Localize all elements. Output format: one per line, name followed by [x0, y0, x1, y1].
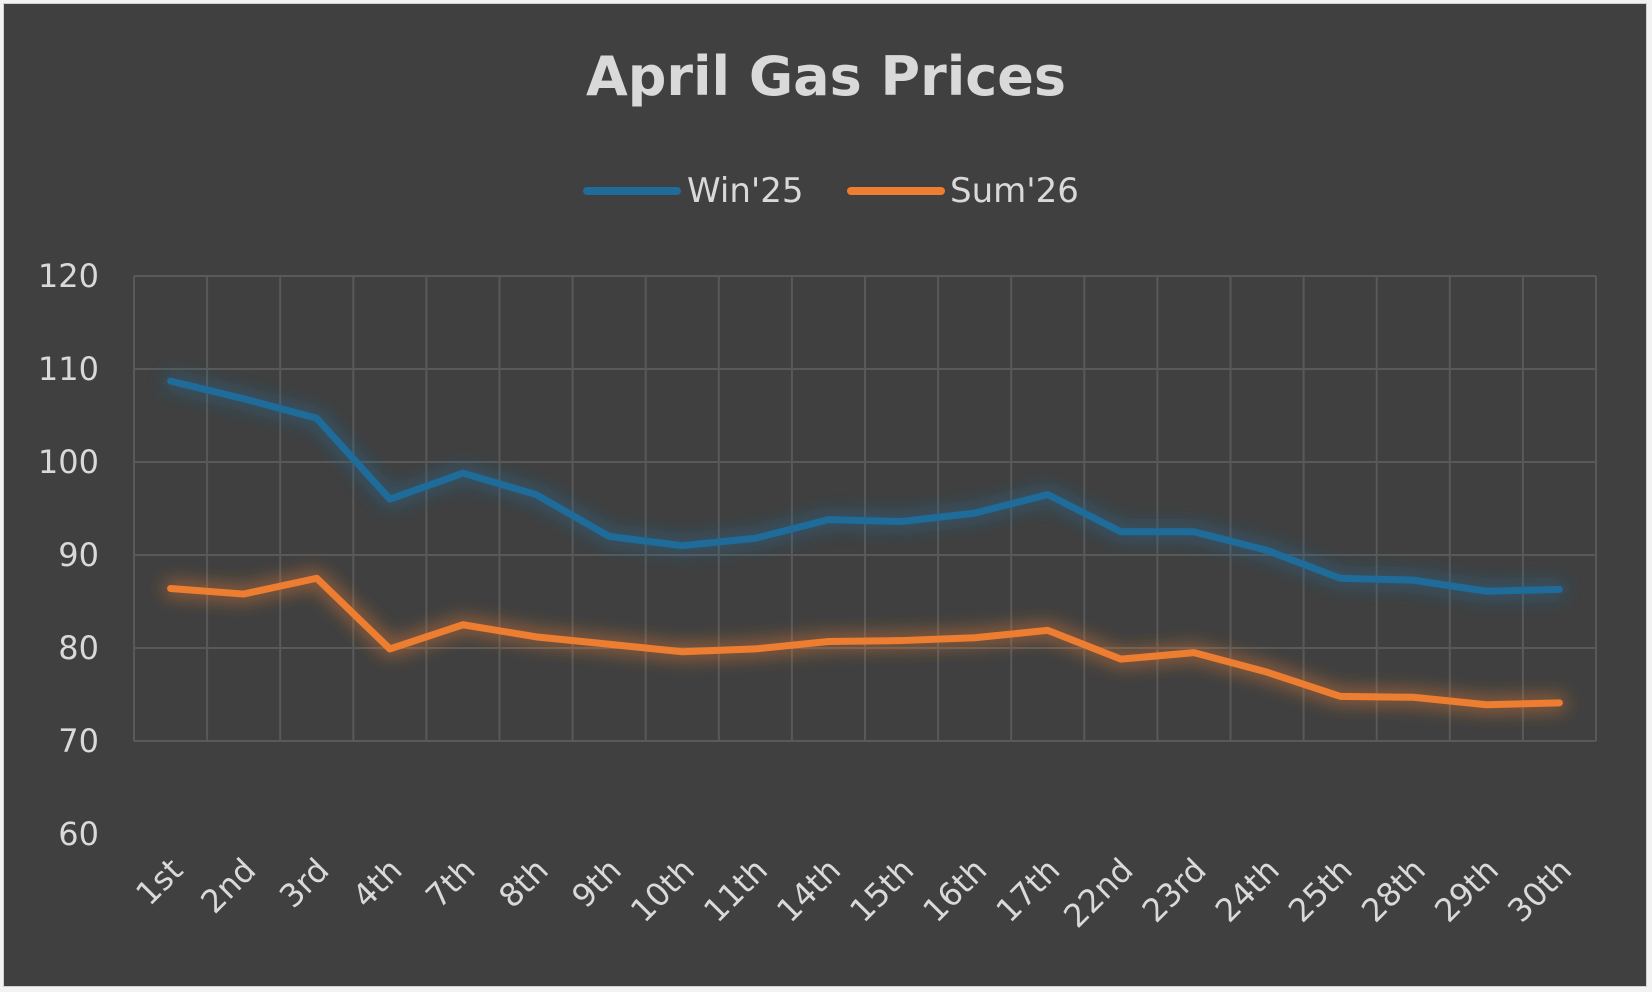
y-tick-label: 60 — [58, 815, 99, 853]
x-tick-label: 4th — [345, 851, 409, 915]
data-point — [1117, 528, 1124, 535]
x-tick-label: 25th — [1281, 851, 1360, 930]
y-tick-label: 80 — [58, 629, 99, 667]
x-tick-label: 23rd — [1135, 851, 1214, 930]
data-point — [167, 585, 174, 592]
x-tick-label: 24th — [1208, 851, 1287, 930]
x-tick-label: 15th — [842, 851, 921, 930]
x-tick-label: 29th — [1427, 851, 1506, 930]
y-axis: 60 70 80 90 100 110 120 — [38, 257, 99, 853]
data-point — [1190, 649, 1197, 656]
grid — [133, 275, 1597, 742]
data-point — [1410, 694, 1417, 701]
legend: Win'25 Sum'26 — [583, 171, 1079, 211]
data-point — [898, 518, 905, 525]
chart-title: April Gas Prices — [586, 45, 1066, 108]
y-tick-label: 70 — [58, 722, 99, 760]
line-chart: April Gas Prices 60 70 80 90 100 110 120 1st 2n… — [38, 45, 1597, 935]
series-line-1 — [167, 574, 1563, 709]
data-point — [606, 641, 613, 648]
data-point — [606, 533, 613, 540]
data-point — [1117, 656, 1124, 663]
y-tick-label: 100 — [38, 443, 99, 481]
data-point — [1264, 669, 1271, 676]
x-tick-label: 16th — [915, 851, 994, 930]
x-tick-label: 14th — [769, 851, 848, 930]
legend-item-1: Sum'26 — [847, 171, 1079, 211]
data-point — [1556, 699, 1563, 706]
data-point — [752, 645, 759, 652]
data-point — [1410, 577, 1417, 584]
data-point — [1483, 588, 1490, 595]
x-axis: 1st 2nd 3rd 4th 7th 8th 9th10th11th14th15th16t… — [128, 851, 1579, 935]
data-point — [1264, 547, 1271, 554]
x-tick-label: 2nd — [193, 851, 263, 921]
x-tick-label: 22nd — [1056, 851, 1140, 935]
data-point — [679, 648, 686, 655]
data-point — [1483, 701, 1490, 708]
data-point — [167, 378, 174, 385]
x-tick-label: 1st — [128, 851, 190, 913]
legend-label: Sum'26 — [950, 171, 1079, 211]
data-point — [459, 621, 466, 628]
data-point — [1556, 586, 1563, 593]
x-tick-label: 7th — [418, 851, 482, 915]
data-point — [971, 634, 978, 641]
data-point — [240, 395, 247, 402]
x-tick-label: 10th — [623, 851, 702, 930]
data-point — [971, 510, 978, 517]
legend-label: Win'25 — [687, 171, 803, 211]
x-tick-label: 3rd — [272, 851, 337, 916]
data-point — [752, 535, 759, 542]
x-tick-label: 28th — [1354, 851, 1433, 930]
data-point — [313, 415, 320, 422]
y-tick-label: 90 — [58, 536, 99, 574]
x-tick-label: 9th — [564, 851, 628, 915]
data-point — [1044, 627, 1051, 634]
data-point — [386, 496, 393, 503]
x-tick-label: 8th — [491, 851, 555, 915]
x-tick-label: 17th — [989, 851, 1068, 930]
series-lines — [163, 374, 1567, 712]
data-point — [1337, 575, 1344, 582]
data-point — [1337, 693, 1344, 700]
data-point — [313, 575, 320, 582]
data-point — [459, 470, 466, 477]
x-tick-label: 30th — [1500, 851, 1579, 930]
data-point — [240, 591, 247, 598]
y-tick-label: 110 — [38, 350, 99, 388]
y-tick-label: 120 — [38, 257, 99, 295]
data-point — [898, 637, 905, 644]
data-point — [679, 542, 686, 549]
x-tick-label: 11th — [696, 851, 775, 930]
series-line-0 — [167, 377, 1563, 595]
data-point — [1190, 528, 1197, 535]
data-point — [825, 516, 832, 523]
data-point — [386, 645, 393, 652]
legend-item-0: Win'25 — [583, 171, 803, 211]
data-point — [533, 491, 540, 498]
data-point — [1044, 491, 1051, 498]
data-point — [825, 638, 832, 645]
chart-frame: April Gas Prices 60 70 80 90 100 110 120 1st 2n… — [3, 3, 1647, 987]
data-point — [533, 633, 540, 640]
